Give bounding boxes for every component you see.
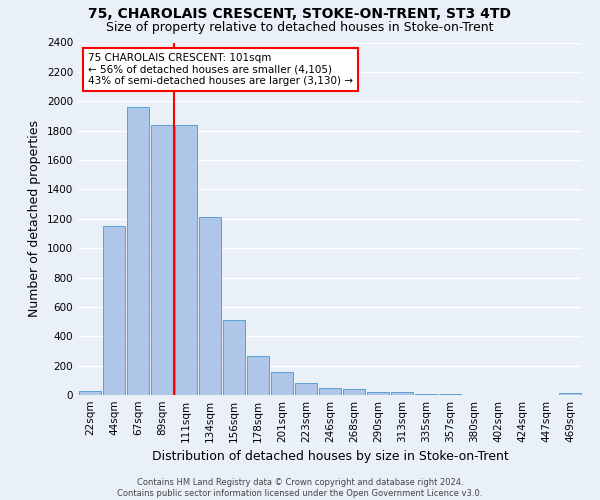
Y-axis label: Number of detached properties: Number of detached properties (28, 120, 41, 318)
Bar (439, 394, 461, 395)
Bar (415, 394, 437, 395)
Bar (79, 391, 101, 395)
Bar (151, 124, 173, 395)
X-axis label: Distribution of detached houses by size in Stoke-on-Trent: Distribution of detached houses by size … (152, 450, 508, 464)
Bar (103, 226, 125, 395)
Bar (319, 388, 341, 395)
Bar (223, 320, 245, 395)
Text: 75, CHAROLAIS CRESCENT, STOKE-ON-TRENT, ST3 4TD: 75, CHAROLAIS CRESCENT, STOKE-ON-TRENT, … (89, 8, 511, 22)
Text: Contains HM Land Registry data © Crown copyright and database right 2024.
Contai: Contains HM Land Registry data © Crown c… (118, 478, 482, 498)
Text: 75 CHAROLAIS CRESCENT: 101sqm
← 56% of detached houses are smaller (4,105)
43% o: 75 CHAROLAIS CRESCENT: 101sqm ← 56% of d… (88, 53, 353, 86)
Bar (271, 372, 293, 395)
Text: Size of property relative to detached houses in Stoke-on-Trent: Size of property relative to detached ho… (106, 21, 494, 34)
Bar (343, 389, 365, 395)
Bar (295, 383, 317, 395)
Bar (367, 392, 389, 395)
Bar (559, 393, 581, 395)
Bar (247, 356, 269, 395)
Bar (175, 124, 197, 395)
Bar (199, 218, 221, 395)
Bar (391, 392, 413, 395)
Bar (127, 107, 149, 395)
